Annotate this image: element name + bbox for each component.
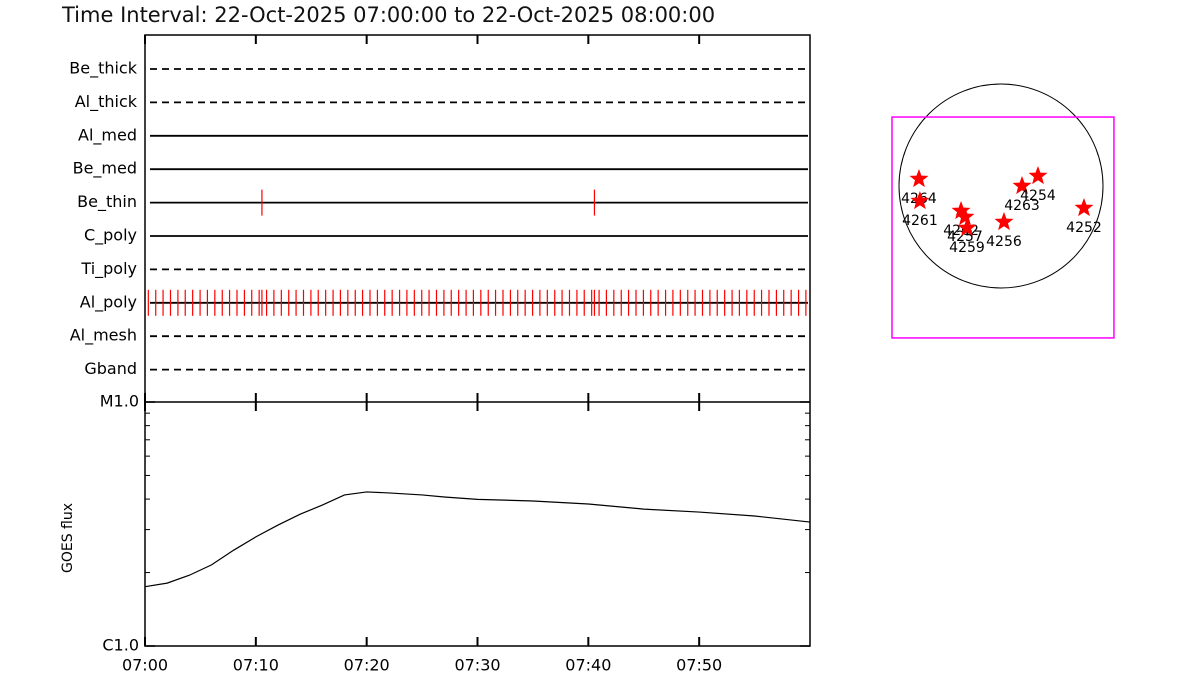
active-region-marker xyxy=(951,201,971,220)
active-region-marker xyxy=(1028,166,1048,185)
row-label: C_poly xyxy=(84,226,137,246)
row-label: Al_mesh xyxy=(70,326,137,346)
active-region-marker xyxy=(1012,176,1032,195)
active-region-label: 4263 xyxy=(1004,198,1040,214)
active-region-label: 4254 xyxy=(1020,188,1056,204)
x-tick-label: 07:10 xyxy=(233,656,279,675)
active-region-label: 4259 xyxy=(949,240,985,256)
x-tick-label: 07:30 xyxy=(454,656,500,675)
active-region-label: 4252 xyxy=(1066,220,1102,236)
x-tick-label: 07:40 xyxy=(565,656,611,675)
row-label: Be_med xyxy=(73,159,137,179)
active-region-label: 4257 xyxy=(947,229,983,245)
row-label: Be_thick xyxy=(69,59,137,79)
x-tick-label: 07:20 xyxy=(344,656,390,675)
active-region-marker xyxy=(994,212,1014,231)
active-region-marker xyxy=(955,207,975,226)
active-region-marker xyxy=(910,191,930,210)
row-label: Al_thick xyxy=(75,92,138,112)
x-tick-label: 07:00 xyxy=(122,656,168,675)
row-label: Ti_poly xyxy=(80,259,137,279)
chart-title: Time Interval: 22-Oct-2025 07:00:00 to 2… xyxy=(61,3,715,27)
y-tick-label: C1.0 xyxy=(102,636,139,655)
y-tick-label: M1.0 xyxy=(100,392,139,411)
field-of-view xyxy=(891,116,1115,339)
row-label: Gband xyxy=(84,359,137,378)
active-region-marker xyxy=(1074,198,1094,217)
y-axis-label: GOES flux xyxy=(60,503,76,573)
row-label: Al_med xyxy=(78,125,137,145)
plot-frame xyxy=(144,34,811,647)
row-label: Be_thin xyxy=(77,192,137,212)
solar-limb xyxy=(898,83,1104,289)
row-label: Al_poly xyxy=(80,292,137,312)
goes-line xyxy=(144,491,811,588)
active-region-marker xyxy=(909,169,929,188)
x-tick-label: 07:50 xyxy=(676,656,722,675)
active-region-label: 4261 xyxy=(902,213,938,229)
active-region-marker xyxy=(957,218,977,237)
active-region-label: 4256 xyxy=(986,234,1022,250)
